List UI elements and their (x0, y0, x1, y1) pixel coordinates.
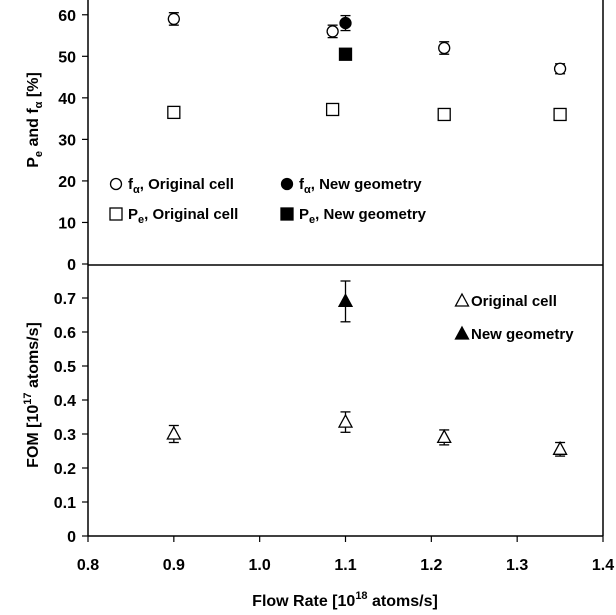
bottom-y-axis-label: FOM [1017 atoms/s] (22, 322, 42, 468)
top-y-tick-label: 60 (58, 8, 76, 25)
top-legend-marker (280, 177, 294, 191)
top-legend-marker (109, 177, 123, 191)
bottom-y-tick-label: 0.5 (54, 359, 76, 376)
bottom-y-tick-label: 0.1 (54, 495, 76, 512)
bottom-y-tick-label: 0.6 (54, 325, 76, 342)
top-series-0-point (438, 41, 451, 55)
bottom-series-0-point (166, 425, 182, 440)
bottom-y-tick-label: 0.3 (54, 427, 76, 444)
x-tick-label: 1.1 (334, 557, 356, 574)
x-tick-label: 1.4 (592, 557, 614, 574)
top-series-0-point (553, 62, 567, 75)
bottom-series-0-point (337, 413, 354, 428)
top-y-axis-label: Pe and fα [%] (25, 72, 45, 168)
top-y-tick-label: 20 (58, 174, 76, 191)
top-y-tick-label: 0 (67, 257, 76, 274)
x-tick-label: 0.8 (77, 557, 99, 574)
top-series-2-point (553, 107, 567, 122)
bottom-y-tick-label: 0 (67, 529, 76, 546)
bottom-legend-marker (454, 292, 470, 307)
top-series-0-point (326, 25, 339, 38)
x-tick-label: 1.0 (249, 557, 271, 574)
top-y-tick-label: 40 (58, 91, 76, 108)
bottom-legend-label: New geometry (471, 326, 574, 343)
bottom-series-0-point (436, 429, 452, 444)
top-series-2-point (437, 107, 451, 122)
top-series-2-point (167, 105, 181, 120)
top-y-tick-label: 10 (58, 215, 76, 232)
bottom-series-0-point (552, 440, 568, 455)
x-axis-label: Flow Rate [1018 atoms/s] (252, 590, 438, 610)
bottom-legend-label: Original cell (471, 293, 557, 310)
top-series-2-point (325, 102, 340, 117)
bottom-y-tick-label: 0.7 (54, 291, 76, 308)
bottom-series-1-point (337, 293, 354, 308)
top-legend-label: fα, Original cell (128, 176, 234, 196)
x-tick-label: 1.2 (420, 557, 442, 574)
bottom-legend-marker (454, 325, 470, 340)
bottom-y-tick-label: 0.4 (54, 393, 76, 410)
top-y-tick-label: 50 (58, 49, 76, 66)
top-legend-label: fα, New geometry (299, 176, 422, 196)
x-tick-label: 1.3 (506, 557, 528, 574)
top-legend-label: Pe, Original cell (128, 206, 238, 226)
x-tick-label: 0.9 (163, 557, 185, 574)
top-legend-marker (109, 207, 123, 221)
top-legend-label: Pe, New geometry (299, 206, 427, 226)
top-series-3-point (338, 47, 353, 61)
top-series-1-point (339, 16, 352, 30)
top-y-tick-label: 30 (58, 132, 76, 149)
top-series-0-point (167, 12, 180, 26)
bottom-y-tick-label: 0.2 (54, 461, 76, 478)
top-legend-marker (280, 207, 294, 221)
